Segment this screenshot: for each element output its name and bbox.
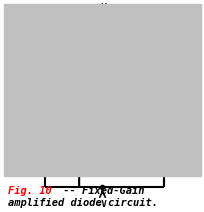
Circle shape xyxy=(92,70,135,114)
Text: -V: -V xyxy=(97,200,107,209)
Text: OUT: OUT xyxy=(191,89,200,94)
FancyBboxPatch shape xyxy=(20,102,47,144)
Text: amplified diode circuit.: amplified diode circuit. xyxy=(8,198,157,208)
Text: Fig. 10: Fig. 10 xyxy=(8,186,52,195)
Text: V: V xyxy=(82,135,87,144)
FancyBboxPatch shape xyxy=(20,38,47,81)
Text: +V: +V xyxy=(97,3,107,12)
Text: -- Fixed-Gain: -- Fixed-Gain xyxy=(57,186,144,195)
Text: R2: R2 xyxy=(28,118,40,128)
Text: R1: R1 xyxy=(28,54,40,64)
Text: BE: BE xyxy=(88,142,94,147)
Text: V: V xyxy=(184,81,189,90)
